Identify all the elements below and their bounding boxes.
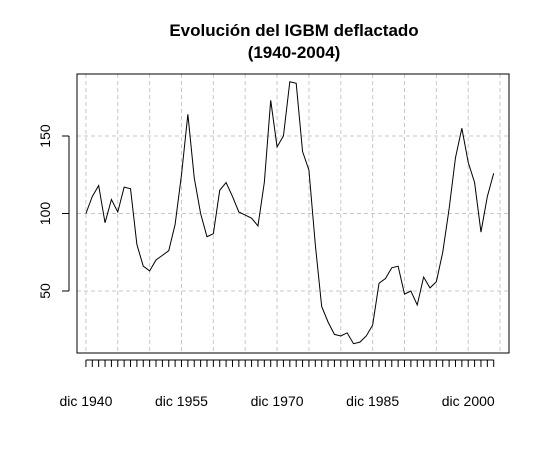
x-axis: dic 1940 dic 1955 dic 1970 dic 1985 dic 2000: [59, 360, 494, 409]
chart-subtitle: (1940-2004): [248, 43, 341, 62]
x-tick-label: dic 1955: [155, 393, 208, 409]
chart-title: Evolución del IGBM deflactado: [169, 21, 418, 40]
series-group: [86, 82, 494, 344]
x-tick-label: dic 1970: [251, 393, 304, 409]
y-tick-label: 100: [37, 202, 53, 226]
x-tick-label: dic 2000: [442, 393, 495, 409]
grid: [77, 74, 509, 353]
y-tick-label: 150: [37, 124, 53, 148]
x-tick-label: dic 1940: [59, 393, 112, 409]
y-tick-label: 50: [37, 283, 53, 299]
x-tick-label: dic 1985: [346, 393, 399, 409]
y-axis: 50 100 150: [37, 124, 69, 299]
series-line: [86, 82, 494, 344]
